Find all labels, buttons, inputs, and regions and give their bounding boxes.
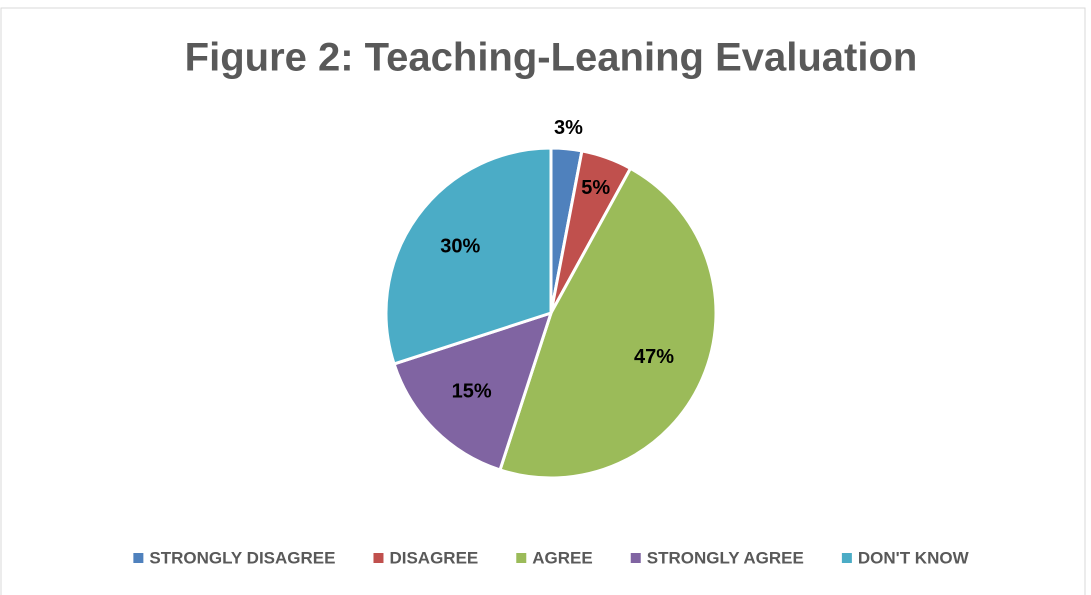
legend-label: STRONGLY AGREE xyxy=(647,548,804,567)
legend-swatch xyxy=(841,553,852,563)
legend-label: STRONGLY DISAGREE xyxy=(149,548,335,567)
legend-label: DISAGREE xyxy=(389,548,478,567)
legend-label: DON'T KNOW xyxy=(858,548,970,567)
data-label: 5% xyxy=(581,177,610,199)
legend-swatch xyxy=(516,553,527,563)
legend-swatch xyxy=(133,553,144,563)
legend-swatch xyxy=(630,553,641,563)
data-label: 15% xyxy=(452,381,492,403)
legend-swatch xyxy=(373,553,384,563)
legend-label: AGREE xyxy=(532,548,592,567)
pie-slice xyxy=(498,166,718,480)
pie-slice xyxy=(384,146,553,366)
chart-title: Figure 2: Teaching-Leaning Evaluation xyxy=(185,36,918,80)
data-label: 47% xyxy=(634,346,674,368)
data-label: 30% xyxy=(440,235,480,257)
data-label: 3% xyxy=(554,117,583,139)
